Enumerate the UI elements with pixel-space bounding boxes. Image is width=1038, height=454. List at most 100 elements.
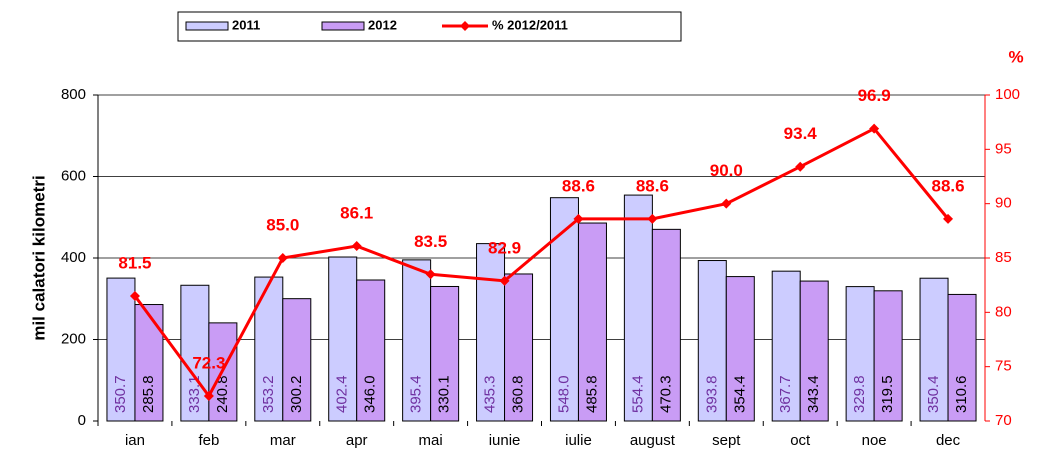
line-marker — [425, 269, 436, 280]
bar — [430, 285, 460, 422]
bar — [476, 243, 506, 422]
bar-value-label: 346.0 — [362, 375, 379, 413]
line-value-label: 86.1 — [340, 204, 373, 223]
line-value-label: 85.0 — [266, 215, 299, 234]
line-marker — [647, 213, 658, 224]
line-value-label: 88.6 — [931, 176, 964, 195]
y-tick-label: 0 — [78, 412, 86, 429]
bar — [402, 259, 432, 422]
bar-value-label: 329.8 — [851, 375, 868, 413]
x-tick-label: apr — [346, 432, 368, 449]
line — [133, 126, 950, 399]
legend-swatch — [321, 21, 365, 31]
bar — [282, 298, 312, 422]
bar-value-label: 350.4 — [925, 375, 942, 413]
line-value-label: 88.6 — [562, 176, 595, 195]
bar-value-label: 285.8 — [140, 375, 157, 413]
bar-value-label: 548.0 — [555, 375, 572, 413]
line-marker — [351, 241, 362, 252]
bar-value-label: 343.4 — [805, 375, 822, 413]
bar-value-label: 395.4 — [408, 375, 425, 413]
line-value-label: 90.0 — [710, 161, 743, 180]
x-tick-label: sept — [712, 432, 741, 449]
x-tick-label: noe — [862, 432, 887, 449]
bar — [134, 304, 164, 422]
line-marker — [721, 198, 732, 209]
bar-value-label: 354.4 — [731, 375, 748, 413]
x-tick-label: iulie — [565, 432, 592, 449]
y2-tick-label: 80 — [995, 303, 1012, 320]
bar-value-label: 402.4 — [334, 375, 351, 413]
y2-tick-label: 95 — [995, 140, 1012, 157]
x-tick-label: iunie — [489, 432, 521, 449]
line-value-label: 88.6 — [636, 176, 669, 195]
bar — [947, 293, 977, 422]
y-tick-label: 800 — [61, 86, 86, 103]
legend-label: 2012 — [368, 17, 397, 32]
bar — [651, 228, 681, 422]
bar-value-label: 470.3 — [657, 375, 674, 413]
line-value-label: 93.4 — [784, 124, 818, 143]
x-tick-label: ian — [125, 432, 145, 449]
bar-value-label: 353.2 — [260, 375, 277, 413]
y2-tick-label: 85 — [995, 249, 1012, 266]
x-tick-label: mar — [270, 432, 296, 449]
x-tick-label: oct — [790, 432, 811, 449]
y-tick-label: 600 — [61, 167, 86, 184]
y2-tick-label: 100 — [995, 86, 1020, 103]
x-tick-label: feb — [198, 432, 219, 449]
line-value-label: 96.9 — [858, 86, 891, 105]
line-marker — [573, 213, 584, 224]
y-tick-label: 400 — [61, 249, 86, 266]
bar-value-label: 485.8 — [583, 375, 600, 413]
legend-swatch — [185, 21, 229, 31]
bar-value-label: 333.1 — [186, 375, 203, 413]
legend-label: 2011 — [232, 17, 260, 32]
line-marker — [129, 291, 140, 302]
bar — [919, 277, 949, 422]
y2-tick-label: 90 — [995, 195, 1012, 212]
bar-value-label: 360.8 — [510, 375, 527, 413]
bar — [577, 222, 607, 422]
bar-value-label: 393.8 — [703, 375, 720, 413]
bar-value-label: 310.6 — [953, 375, 970, 413]
line-marker — [869, 123, 880, 134]
y2-axis-title: % — [1008, 47, 1023, 66]
legend-label: % 2012/2011 — [492, 17, 568, 32]
legend-box — [177, 11, 682, 42]
bar — [845, 286, 875, 422]
bar-value-label: 240.8 — [214, 375, 231, 413]
bar — [799, 280, 829, 422]
y2-tick-label: 75 — [995, 358, 1012, 375]
x-tick-label: dec — [936, 432, 961, 449]
bar-value-label: 330.1 — [436, 375, 453, 413]
y-axis-title: mil calatori kilometri — [29, 175, 48, 340]
line-marker — [943, 213, 954, 224]
line-marker — [795, 161, 806, 172]
bar-value-label: 319.5 — [879, 375, 896, 413]
bar-value-label: 554.4 — [629, 375, 646, 413]
bar — [356, 279, 386, 422]
y2-tick-label: 70 — [995, 412, 1012, 429]
line-marker — [499, 275, 510, 286]
line-value-label: 82.9 — [488, 238, 521, 257]
bar — [873, 290, 903, 422]
bar — [725, 276, 755, 422]
line-value-label: 81.5 — [118, 254, 151, 273]
x-tick-label: august — [630, 432, 676, 449]
legend-marker — [460, 21, 470, 31]
bar — [180, 284, 210, 422]
bar — [504, 273, 534, 422]
bar-value-label: 367.7 — [777, 375, 794, 413]
x-tick-label: mai — [419, 432, 443, 449]
line-marker — [277, 253, 288, 263]
line-marker — [203, 391, 214, 402]
bar-value-label: 435.3 — [482, 375, 499, 413]
line-value-label: 72.3 — [192, 353, 225, 372]
line-value-label: 83.5 — [414, 232, 447, 251]
bar-value-label: 350.7 — [112, 375, 129, 413]
bar — [549, 197, 579, 422]
bar — [328, 256, 358, 422]
bar-value-label: 300.2 — [288, 375, 305, 413]
